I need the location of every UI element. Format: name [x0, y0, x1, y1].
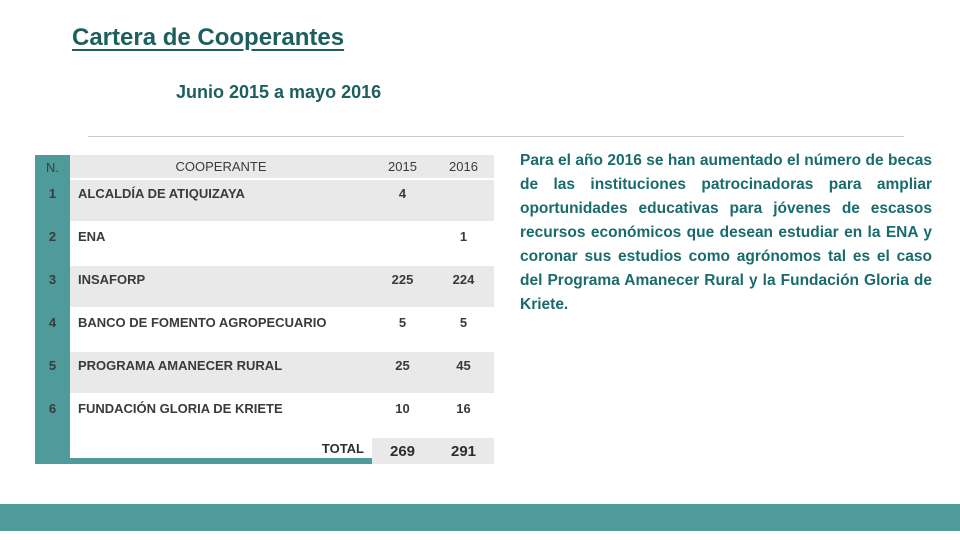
- row-number: 6: [48, 401, 57, 416]
- cooperante-name: ALCALDÍA DE ATIQUIZAYA: [70, 180, 372, 223]
- row-number: 5: [48, 358, 57, 373]
- header-n: N.: [46, 160, 59, 175]
- total-spacer: [35, 438, 70, 464]
- value-2016: 224: [433, 266, 494, 309]
- table-row: 3 INSAFORP 225 224: [35, 266, 494, 309]
- cooperante-name: FUNDACIÓN GLORIA DE KRIETE: [70, 395, 372, 438]
- value-2015: 4: [372, 180, 433, 223]
- slide-title: Cartera de Cooperantes: [72, 24, 345, 51]
- cooperante-name: BANCO DE FOMENTO AGROPECUARIO: [70, 309, 372, 352]
- value-2015: 225: [372, 266, 433, 309]
- cooperante-name: ENA: [70, 223, 372, 266]
- cooperante-name: INSAFORP: [70, 266, 372, 309]
- cooperante-name: PROGRAMA AMANECER RURAL: [70, 352, 372, 395]
- row-number: 4: [48, 315, 57, 330]
- value-2015: [372, 223, 433, 266]
- value-2016: 16: [433, 395, 494, 438]
- table-row: 4 BANCO DE FOMENTO AGROPECUARIO 5 5: [35, 309, 494, 352]
- table-row: 1 ALCALDÍA DE ATIQUIZAYA 4: [35, 180, 494, 223]
- header-cooperante: COOPERANTE: [70, 155, 372, 180]
- value-2015: 25: [372, 352, 433, 395]
- table-header-row: N. COOPERANTE 2015 2016: [35, 155, 494, 180]
- row-number: 3: [48, 272, 57, 287]
- slide-subtitle: Junio 2015 a mayo 2016: [176, 82, 382, 102]
- table-row: 2 ENA 1: [35, 223, 494, 266]
- total-label: TOTAL: [70, 438, 372, 464]
- value-2015: 5: [372, 309, 433, 352]
- cooperantes-table: N. COOPERANTE 2015 2016 1 ALCALDÍA DE AT…: [35, 155, 494, 464]
- value-2016: 5: [433, 309, 494, 352]
- value-2016: [433, 180, 494, 223]
- header-2016: 2016: [433, 155, 494, 180]
- table-total-row: TOTAL 269 291: [35, 438, 494, 464]
- table-row: 6 FUNDACIÓN GLORIA DE KRIETE 10 16: [35, 395, 494, 438]
- divider-line: [88, 136, 904, 137]
- bottom-accent-bar: [0, 504, 960, 531]
- header-2015: 2015: [372, 155, 433, 180]
- value-2016: 45: [433, 352, 494, 395]
- total-2016: 291: [433, 438, 494, 464]
- total-2015: 269: [372, 438, 433, 464]
- row-number: 1: [48, 186, 57, 201]
- row-number: 2: [48, 229, 57, 244]
- table-row: 5 PROGRAMA AMANECER RURAL 25 45: [35, 352, 494, 395]
- value-2016: 1: [433, 223, 494, 266]
- value-2015: 10: [372, 395, 433, 438]
- description-paragraph: Para el año 2016 se han aumentado el núm…: [520, 152, 932, 313]
